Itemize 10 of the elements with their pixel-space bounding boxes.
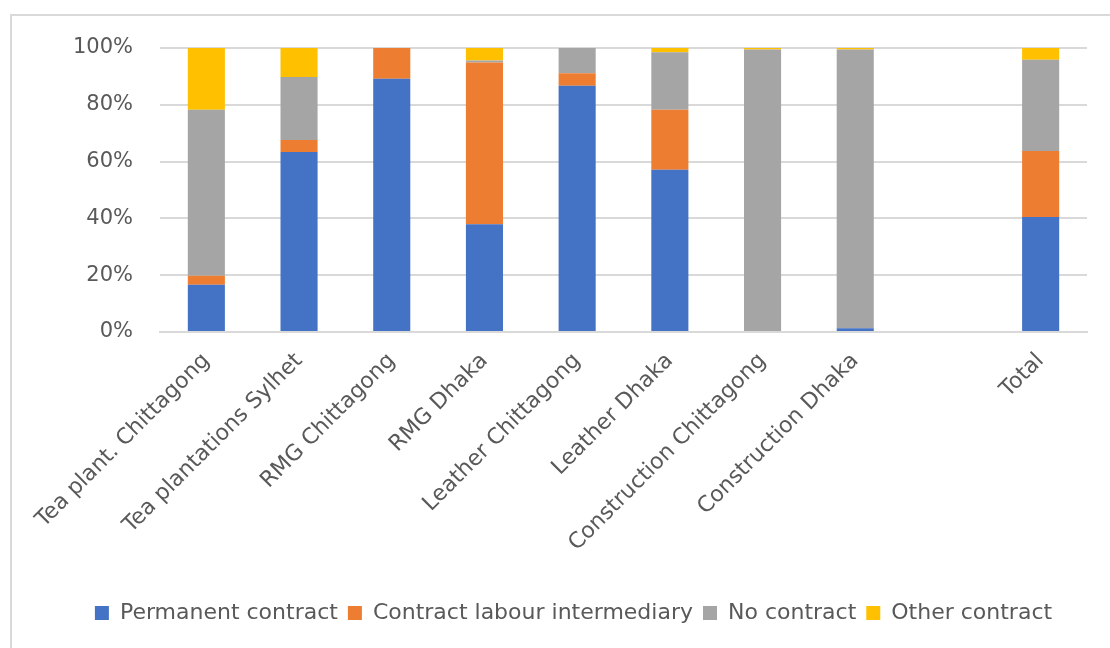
y-tick-label: 40% [86,204,133,229]
y-tick-label: 0% [99,318,133,343]
y-tick-label: 100% [72,34,133,59]
y-tick-label: 20% [86,261,133,286]
legend-label: Other contract [891,598,1053,624]
y-tick-label: 60% [86,148,133,173]
legend-label: Contract labour intermediary [372,598,693,624]
legend-label: No contract [727,598,857,624]
legend-label: Permanent contract [119,598,339,624]
y-tick-label: 80% [86,91,133,116]
